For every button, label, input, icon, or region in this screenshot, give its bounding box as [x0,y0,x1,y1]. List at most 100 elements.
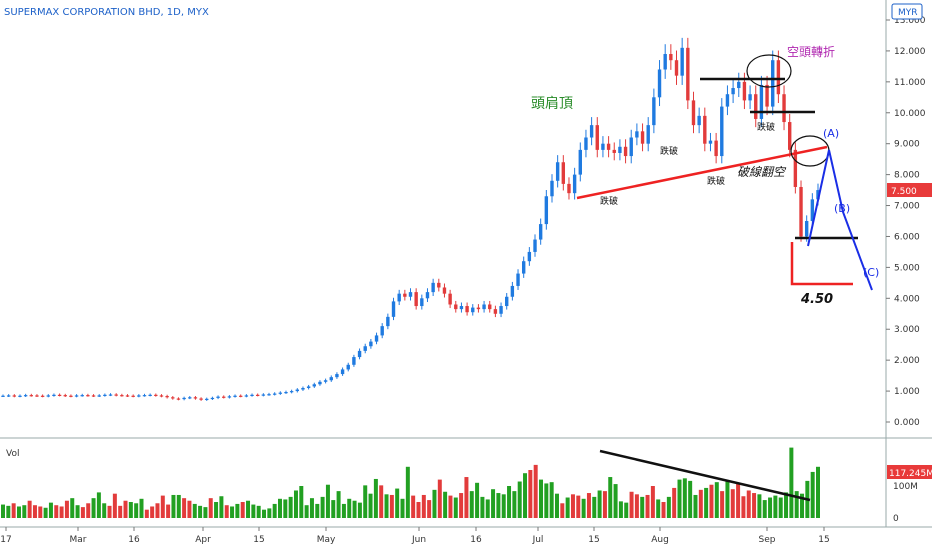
currency-label: MYR [898,8,918,18]
last-price-badge [887,183,932,197]
volume-bar [384,494,389,518]
volume-bar [624,502,629,518]
volume-bar [725,480,730,518]
volume-bar [469,491,474,518]
volume-bar [331,500,336,518]
volume-bar [6,505,11,518]
candle [408,288,413,301]
candle [725,85,730,116]
candle [482,300,486,313]
volume-label: Vol [6,449,19,459]
neckline-line [576,145,828,200]
candle [97,394,101,397]
volume-bar [187,500,192,518]
volume-bar [741,496,746,518]
candle [284,390,288,394]
volume-bar [22,505,27,518]
candle [352,354,356,367]
candle [91,394,96,397]
candle [425,288,430,303]
candle [527,247,532,266]
volume-bar [336,491,341,518]
candle [318,380,322,386]
volume-bar [219,496,224,518]
candle [652,88,656,134]
volume-bar [640,496,645,518]
candle [233,394,237,398]
volume-tick-100m: 100M [893,482,918,492]
candle [737,72,741,97]
wave-a-label: (A) [823,127,839,140]
price-tick-label: 6.000 [894,232,920,242]
candle [788,113,792,158]
candle [567,177,571,200]
target-price-label: 4.50 [800,292,833,307]
volume-bar [70,498,75,518]
candle [572,167,577,200]
time-tick-label: 16 [470,535,482,545]
volume-bar [293,490,298,518]
break-label-1: 跌破 [600,195,618,207]
candle [420,294,424,310]
volume-bar [773,495,778,518]
candle [255,393,260,397]
candle [57,393,62,397]
volume-bar [246,500,251,518]
candle [799,180,803,242]
volume-bar [230,506,235,518]
volume-bar [757,494,762,518]
volume-bar [155,503,160,518]
volume-bar [320,496,325,518]
volume-bar [32,505,37,518]
volume-series [1,447,820,518]
volume-bar [192,503,197,518]
volume-bar [54,505,59,518]
candle [754,85,758,128]
candle [159,394,164,398]
time-tick-label: Jul [532,535,544,545]
volume-bar [453,497,458,518]
volume-bar [736,482,741,518]
candle [329,375,333,382]
price-tick-label: 12.000 [894,47,926,57]
candle [680,37,684,85]
volume-bar [363,485,368,518]
candle [499,302,503,318]
price-axis[interactable]: 13.000 12.000 11.000 10.000 9.000 8.000 7.000 6… [886,16,926,428]
volume-bar [171,494,176,518]
candle [176,397,181,401]
break-label-4: 跌破 [757,121,775,133]
volume-bar [565,497,570,518]
volume-bar [128,502,133,518]
volume-bar [746,490,751,518]
candle [669,44,673,70]
candle [239,394,243,398]
break-neckline-label: 破線翻空 [737,165,787,179]
volume-bar [224,505,229,518]
currency-box[interactable] [891,3,923,20]
volume-bar [800,493,805,518]
candle [708,132,713,152]
volume-bar [80,507,85,518]
time-axis[interactable]: 17 Mar 16 Apr 15 May Jun 16 Jul 15 Aug Sep 15 [0,527,830,545]
volume-bar [528,470,533,518]
candle [52,393,56,397]
candle [103,393,107,397]
volume-bar [549,482,554,518]
volume-bar [86,503,91,518]
volume-bar [512,491,517,518]
candle [301,386,305,391]
volume-bar [134,503,139,518]
volume-bar [304,505,309,518]
volume-bar [64,500,69,518]
volume-bar [203,507,208,518]
volume-bar [357,502,362,518]
candle [261,393,266,397]
volume-bar [11,503,16,518]
volume-bar [554,493,559,518]
volume-bar [485,499,490,518]
volume-bar [704,487,709,518]
volume-bar [96,492,101,518]
volume-bar [475,482,480,518]
